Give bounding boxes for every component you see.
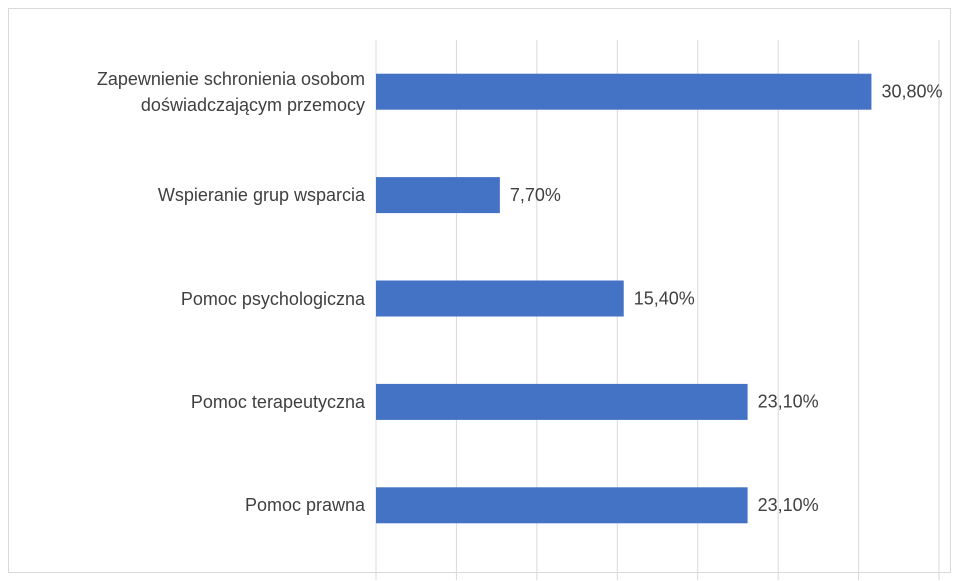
bar: [376, 280, 624, 317]
data-label: 23,10%: [758, 392, 819, 412]
category-label: Pomoc psychologiczna: [180, 288, 365, 309]
category-label: Zapewnienie schronienia osobom doświadcz…: [96, 68, 365, 115]
data-label: 23,10%: [758, 495, 819, 515]
data-label: 7,70%: [510, 185, 561, 205]
category-label: Pomoc terapeutyczna: [190, 391, 365, 412]
bar: [376, 383, 748, 420]
category-label: Pomoc prawna: [244, 495, 365, 516]
data-label: 30,80%: [881, 81, 942, 101]
data-label: 15,40%: [634, 288, 695, 308]
bar: [376, 73, 872, 110]
bar: [376, 487, 748, 524]
bar: [376, 177, 500, 214]
category-label: Wspieranie grup wsparcia: [157, 185, 365, 206]
